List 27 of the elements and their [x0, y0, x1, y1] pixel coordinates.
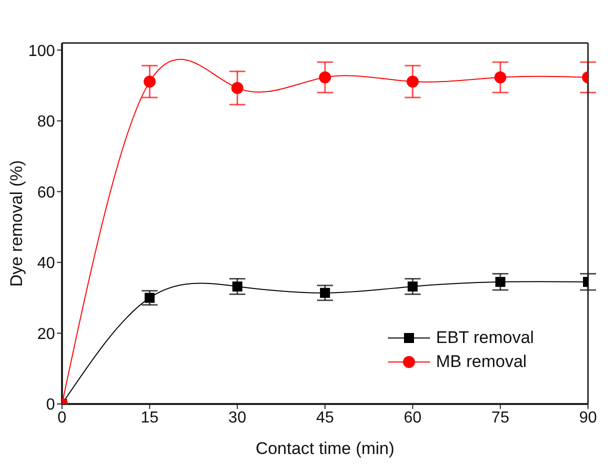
- point: [232, 282, 242, 292]
- y-tick-label: 60: [37, 184, 56, 202]
- legend-label: MB removal: [436, 352, 527, 372]
- point: [144, 76, 156, 88]
- point: [408, 282, 418, 292]
- point: [319, 71, 331, 84]
- y-tick-label: 80: [37, 114, 56, 131]
- x-tick-label: 75: [491, 409, 510, 426]
- x-tick-label: 45: [316, 409, 334, 426]
- y-tick-label: 40: [37, 255, 56, 272]
- point: [320, 288, 330, 298]
- x-tick-label: 30: [228, 409, 246, 426]
- x-tick-label: 90: [579, 409, 597, 426]
- point: [144, 292, 155, 303]
- x-tick-label: 0: [58, 409, 67, 426]
- y-tick-label: 0: [46, 396, 56, 414]
- point: [406, 76, 419, 88]
- point: [495, 276, 506, 287]
- point: [494, 71, 506, 84]
- x-tick-label: 15: [140, 409, 159, 426]
- point: [231, 82, 244, 94]
- x-tick-label: 60: [404, 409, 422, 426]
- legend-label: EBT removal: [436, 328, 534, 348]
- x-axis-title: Contact time (min): [256, 439, 394, 458]
- y-tick-label: 20: [37, 326, 56, 343]
- y-axis-title: Dye removal (%): [7, 160, 26, 287]
- y-tick-label: 100: [28, 42, 56, 60]
